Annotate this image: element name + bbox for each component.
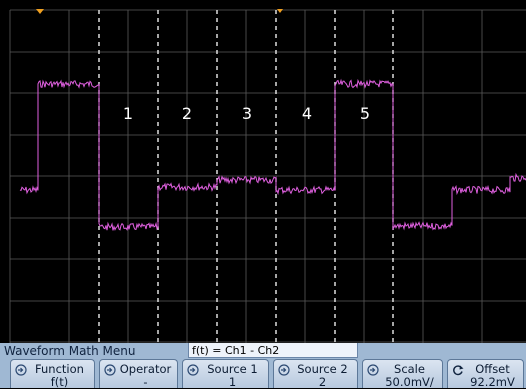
segment-label-3: 3	[241, 104, 253, 123]
scale-softkey-value: 50.0mV/	[385, 375, 434, 389]
segment-label-5: 5	[359, 104, 371, 123]
source1-softkey-value: 1	[228, 375, 237, 389]
segment-label-4: 4	[301, 104, 313, 123]
rotate-arrow-icon	[453, 365, 464, 376]
rotary-knob-icon	[104, 364, 116, 376]
rotary-knob-icon	[278, 364, 290, 376]
scope-display: 1 2 3 4 5	[9, 9, 526, 343]
graticule-grid	[9, 9, 526, 343]
math-formula-display: f(t) = Ch1 - Ch2	[188, 343, 358, 358]
offset-softkey-value: 92.2mV	[470, 375, 515, 389]
source1-softkey-label: Source 1	[207, 362, 258, 376]
segment-label-2: 2	[181, 104, 193, 123]
menu-title: Waveform Math Menu	[4, 344, 136, 358]
source1-softkey[interactable]: Source 1 1	[182, 359, 269, 389]
offset-softkey-label: Offset	[475, 362, 510, 376]
operator-softkey-label: Operator	[119, 362, 172, 376]
source2-softkey-label: Source 2	[297, 362, 348, 376]
segment-label-1: 1	[122, 104, 134, 123]
rotary-knob-icon	[187, 364, 199, 376]
operator-softkey[interactable]: Operator -	[99, 359, 178, 389]
function-softkey[interactable]: Function f(t)	[10, 359, 95, 389]
scale-softkey-label: Scale	[394, 362, 425, 376]
rotary-knob-icon	[15, 364, 27, 376]
offset-softkey[interactable]: Offset 92.2mV	[447, 359, 524, 389]
function-softkey-value: f(t)	[50, 375, 69, 389]
source2-softkey[interactable]: Source 2 2	[273, 359, 358, 389]
scale-softkey[interactable]: Scale 50.0mV/	[362, 359, 443, 389]
operator-softkey-value: -	[143, 375, 148, 389]
function-softkey-label: Function	[35, 362, 84, 376]
trigger-level-marker	[277, 9, 283, 13]
math-waveform-trace	[19, 78, 526, 231]
scope-graticule	[9, 9, 526, 343]
rotary-knob-icon	[367, 364, 379, 376]
source2-softkey-value: 2	[318, 375, 327, 389]
trigger-position-marker	[36, 9, 44, 14]
